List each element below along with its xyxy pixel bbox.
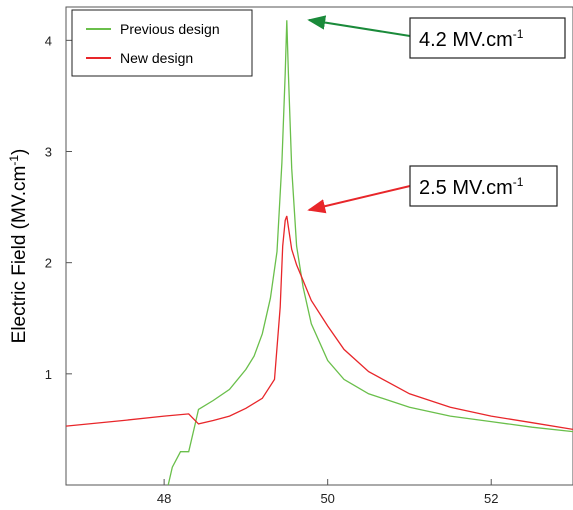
y-axis-label-close: ) [9,149,30,155]
x-tick-label: 50 [320,491,334,506]
callout-arrow-new [307,185,411,214]
y-tick-label: 4 [45,33,52,48]
y-axis-label-main: Electric Field (MV.cm [9,166,30,344]
legend-box [71,9,253,77]
series-layer [66,20,573,485]
callout-peak-new: 2.5 MV.cm-1 [307,165,558,214]
callout-text-new: 2.5 MV.cm-1 [419,175,524,199]
legend-label-previous-design: Previous design [120,21,220,37]
y-axis-label-superscript: -1 [7,155,21,166]
series-line-previous-design [167,20,573,485]
callout-text-previous-main: 4.2 MV.cm [419,29,513,51]
callout-peak-previous: 4.2 MV.cm-1 [307,15,566,59]
plot-frame [65,6,573,486]
y-tick-label: 3 [45,145,52,160]
x-tick-label: 52 [484,491,498,506]
y-tick-label: 2 [45,256,52,271]
callout-arrow-previous [307,15,411,37]
callout-text-previous: 4.2 MV.cm-1 [419,27,524,51]
x-tick-label: 48 [157,491,171,506]
axis-ticks: 48 50 52 1 2 3 4 [45,33,499,506]
callout-text-previous-superscript: -1 [513,27,524,41]
callout-text-new-superscript: -1 [513,175,524,189]
y-tick-label: 1 [45,367,52,382]
legend-label-new-design: New design [120,50,193,66]
callout-box-previous [409,17,566,59]
series-line-new-design [66,215,573,431]
y-axis-label: Electric Field (MV.cm-1) [7,149,30,344]
callout-text-new-main: 2.5 MV.cm [419,177,513,199]
callout-box-new [409,165,558,207]
legend: Previous design New design [71,9,253,77]
